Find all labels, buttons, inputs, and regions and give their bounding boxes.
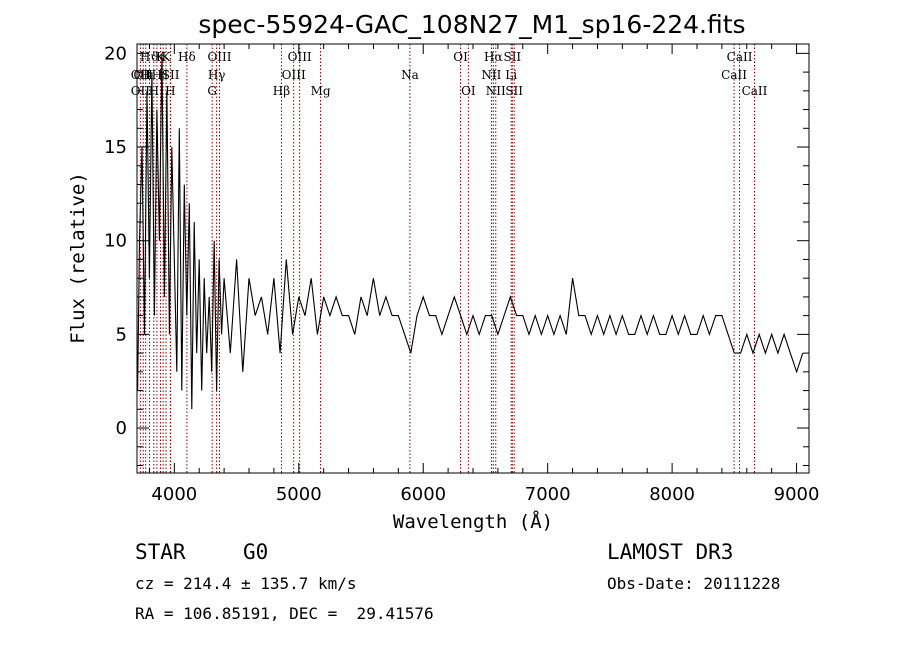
line-marker-label-21: OI [453, 50, 468, 64]
line-marker-label-11: SII [162, 68, 180, 82]
line-marker-label-15: OIII [207, 50, 231, 64]
x-axis-ticks: 4000 5000 6000 7000 8000 9000 [148, 44, 820, 505]
line-marker-label-12: Hδ [178, 50, 196, 64]
line-marker-label-14: Hγ [208, 68, 226, 82]
line-marker-label-28: SII [505, 84, 523, 98]
observation-date: Obs-Date: 20111228 [607, 574, 781, 593]
line-marker-label-8: H [158, 68, 168, 82]
line-marker-label-31: CaII [742, 84, 768, 98]
spectrum-series-line-0 [137, 53, 804, 410]
object-class: STAR [135, 540, 186, 564]
line-marker-label-7: K [156, 50, 166, 64]
line-marker-label-29: CaII [721, 68, 747, 82]
line-marker-label-3: H [140, 68, 150, 82]
line-marker-label-20: Na [401, 68, 419, 82]
x-tick-label-4000: 4000 [151, 484, 197, 505]
line-marker-label-5: H [149, 84, 159, 98]
line-marker-label-19: Mg [311, 84, 331, 98]
line-marker-label-25: NII [486, 84, 506, 98]
y-tick-label-20: 20 [104, 43, 127, 64]
line-marker-label-18: OIII [288, 50, 312, 64]
survey-name: LAMOST DR3 [607, 540, 734, 564]
x-tick-label-6000: 6000 [400, 484, 446, 505]
x-tick-label-5000: 5000 [276, 484, 322, 505]
y-tick-label-5: 5 [116, 324, 127, 345]
redshift-velocity: cz = 214.4 ± 135.7 km/s [135, 574, 357, 593]
line-marker-label-26: Li [505, 68, 517, 82]
coordinates: RA = 106.85191, DEC = 29.41576 [135, 604, 434, 623]
line-marker-labels: OIIOIIOIIHHϑHHKHKHSIIHδGHγOIIIHβOIIIOIII… [131, 50, 768, 98]
x-tick-label-9000: 9000 [774, 484, 820, 505]
line-markers [139, 44, 755, 473]
line-marker-label-27: SII [503, 50, 521, 64]
line-marker-label-22: OI [461, 84, 476, 98]
plot-frame [136, 43, 810, 474]
chart-title: spec-55924-GAC_108N27_M1_sp16-224.fits [198, 10, 745, 39]
x-tick-label-7000: 7000 [525, 484, 571, 505]
series-layer [137, 53, 804, 410]
line-marker-label-2: OII [134, 68, 154, 82]
y-axis-ticks: 0 5 10 15 20 [104, 43, 809, 467]
line-marker-label-24: Hα [484, 50, 503, 64]
line-marker-label-23: NII [481, 68, 501, 82]
y-axis-title: Flux (relative) [67, 172, 89, 344]
y-tick-label-10: 10 [104, 231, 127, 252]
x-tick-label-8000: 8000 [649, 484, 695, 505]
y-tick-label-15: 15 [104, 137, 127, 158]
line-marker-label-13: G [207, 84, 217, 98]
object-subclass: G0 [243, 540, 269, 564]
y-tick-label-0: 0 [116, 418, 127, 439]
line-marker-label-16: Hβ [273, 84, 290, 98]
line-marker-label-0: OII [131, 68, 151, 82]
line-marker-label-17: OIII [282, 68, 306, 82]
line-marker-label-6: H [152, 68, 162, 82]
line-marker-label-10: H [165, 84, 175, 98]
line-marker-label-30: CaII [727, 50, 753, 64]
x-axis-title: Wavelength (Å) [393, 510, 553, 533]
line-marker-label-9: K [162, 50, 172, 64]
